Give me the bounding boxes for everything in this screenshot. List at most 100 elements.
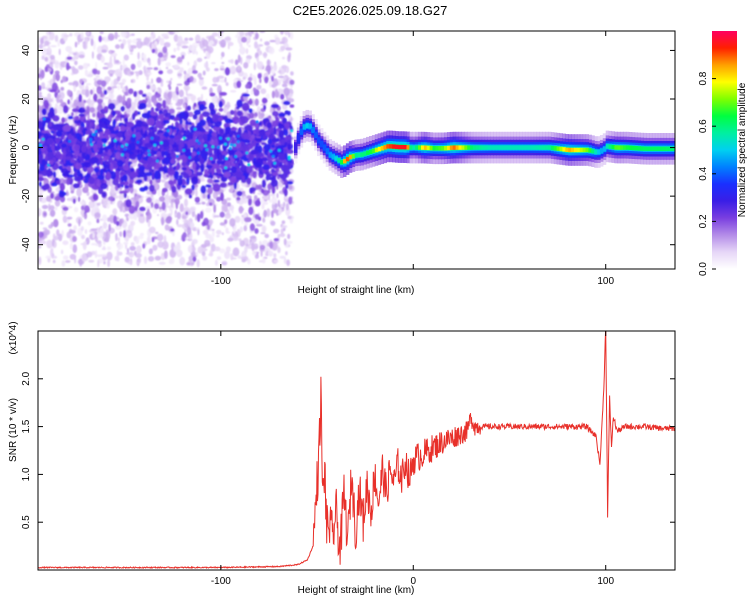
noise-speck <box>159 141 163 145</box>
noise-blob <box>149 84 156 91</box>
noise-core-blob <box>270 168 275 173</box>
noise-blob <box>72 236 77 242</box>
noise-speck <box>132 134 136 138</box>
noise-blob <box>281 83 288 88</box>
noise-blob <box>228 204 235 211</box>
noise-core-blob <box>195 162 201 171</box>
noise-core-blob <box>66 179 70 186</box>
noise-blob <box>92 194 99 201</box>
noise-blob <box>174 198 180 206</box>
noise-blob <box>58 48 61 56</box>
noise-blob <box>125 243 128 250</box>
noise-core-blob <box>74 119 82 124</box>
noise-blob <box>66 56 73 60</box>
noise-core-blob <box>241 163 245 172</box>
noise-core-blob <box>139 187 146 192</box>
noise-blob <box>202 229 209 235</box>
noise-core-blob <box>140 129 144 136</box>
ridge-band-segment <box>675 143 679 154</box>
noise-core-blob <box>261 157 268 162</box>
noise-blob <box>51 238 55 247</box>
noise-blob <box>184 37 189 41</box>
noise-blob <box>205 197 209 202</box>
noise-blob <box>145 103 153 108</box>
noise-core-blob <box>85 173 91 178</box>
noise-blob <box>269 198 272 203</box>
noise-blob <box>170 228 175 232</box>
noise-blob <box>254 98 259 106</box>
noise-blob <box>167 84 171 88</box>
noise-core-blob <box>269 151 277 157</box>
noise-blob <box>124 91 129 96</box>
noise-blob <box>271 197 278 205</box>
noise-core-blob <box>76 136 81 140</box>
noise-core-blob <box>230 166 237 174</box>
noise-blob <box>38 105 42 114</box>
noise-core-blob <box>173 178 177 185</box>
noise-blob <box>182 207 187 210</box>
ridge-core-segment <box>441 146 445 151</box>
noise-blob <box>249 235 257 239</box>
noise-blob <box>65 62 70 71</box>
noise-speck <box>153 143 157 147</box>
noise-blob <box>78 54 85 59</box>
noise-blob <box>226 197 232 201</box>
noise-core-blob <box>162 157 170 164</box>
noise-blob <box>248 76 253 82</box>
noise-blob <box>207 178 213 184</box>
noise-core-blob <box>278 112 286 117</box>
noise-blob <box>38 91 42 96</box>
noise-blob <box>211 229 215 238</box>
noise-blob <box>80 31 84 40</box>
noise-blob <box>225 246 231 253</box>
noise-blob <box>52 259 56 264</box>
noise-core-blob <box>265 174 270 181</box>
noise-blob <box>283 238 287 246</box>
noise-blob <box>273 79 279 87</box>
noise-core-blob <box>149 179 153 185</box>
ridge-core-segment <box>412 145 416 150</box>
noise-blob <box>93 41 96 51</box>
noise-blob <box>126 97 131 105</box>
noise-core-blob <box>120 114 125 119</box>
noise-blob <box>161 201 166 211</box>
noise-blob <box>53 108 58 115</box>
noise-blob <box>136 60 142 68</box>
noise-core-blob <box>181 184 187 189</box>
ridge-core-segment <box>325 149 330 154</box>
noise-core-blob <box>91 125 96 130</box>
noise-blob <box>182 103 186 109</box>
noise-blob <box>258 216 262 221</box>
noise-blob <box>135 200 140 208</box>
noise-blob <box>273 259 279 263</box>
noise-core-blob <box>38 120 43 129</box>
noise-blob <box>39 221 44 225</box>
noise-speck <box>147 153 151 157</box>
noise-core-blob <box>116 132 124 138</box>
noise-core-blob <box>261 179 266 188</box>
noise-core-blob <box>271 110 279 117</box>
noise-blob <box>197 72 202 78</box>
noise-blob <box>61 117 66 124</box>
noise-blob <box>104 76 111 83</box>
noise-core-blob <box>193 102 197 108</box>
ridge-core-segment <box>308 124 312 129</box>
noise-blob <box>265 65 272 72</box>
noise-blob <box>183 96 186 104</box>
noise-blob <box>51 82 58 92</box>
noise-blob <box>151 31 154 35</box>
noise-core-blob <box>148 184 155 192</box>
noise-blob <box>223 204 228 213</box>
noise-blob <box>143 36 150 46</box>
noise-core-blob <box>218 100 223 108</box>
noise-blob <box>246 38 250 42</box>
noise-blob <box>268 115 272 119</box>
noise-core-blob <box>212 183 221 192</box>
noise-core-blob <box>109 160 116 163</box>
noise-blob <box>54 60 60 69</box>
noise-speck <box>175 154 179 158</box>
noise-speck <box>39 143 42 147</box>
noise-core-blob <box>248 153 254 161</box>
noise-blob <box>202 193 207 199</box>
noise-blob <box>135 238 140 245</box>
